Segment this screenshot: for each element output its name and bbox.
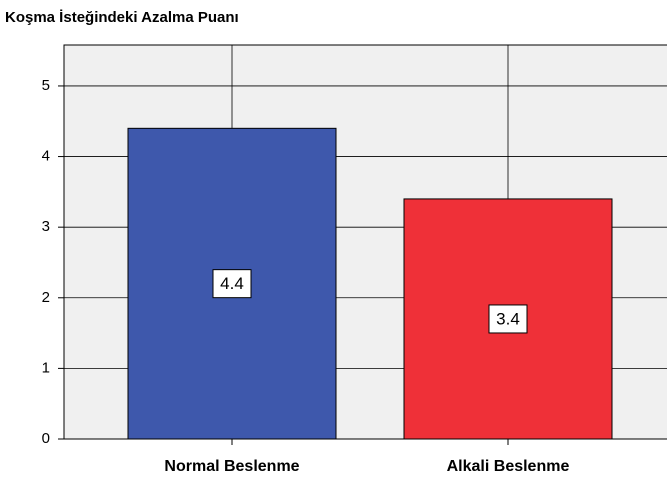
value-label: 4.4	[220, 274, 244, 293]
y-tick-label: 5	[42, 77, 50, 94]
x-tick-label: Normal Beslenme	[164, 458, 299, 475]
y-tick-label: 2	[42, 289, 50, 306]
value-label: 3.4	[496, 309, 520, 328]
value-label-box	[488, 304, 528, 334]
y-tick-label: 4	[42, 148, 50, 165]
y-tick-label: 0	[42, 430, 50, 447]
value-label-box	[212, 269, 252, 299]
chart-title: Koşma İsteğindeki Azalma Puanı	[5, 9, 239, 26]
x-tick-label: Alkali Beslenme	[447, 458, 570, 475]
y-tick-label: 1	[42, 359, 50, 376]
y-tick-label: 3	[42, 218, 50, 235]
